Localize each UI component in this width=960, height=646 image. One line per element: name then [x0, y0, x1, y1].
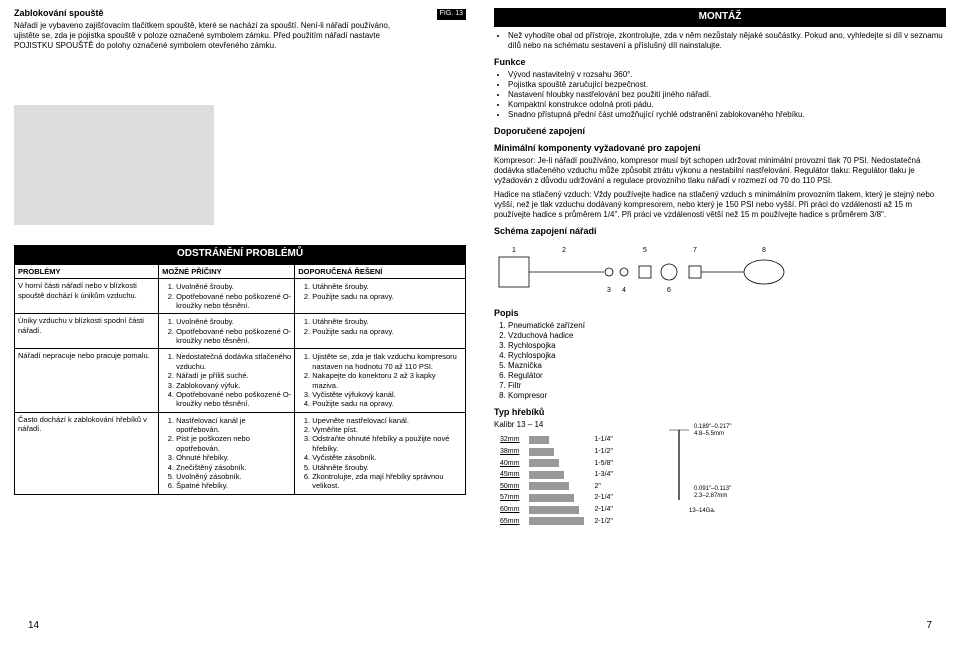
tool-photo [14, 105, 214, 225]
nail-in: 1-5/8" [590, 459, 616, 469]
nail-in: 2-1/4" [590, 506, 616, 516]
nail-in: 2" [590, 482, 616, 492]
montaz-header: MONTÁŽ [494, 8, 946, 27]
funkce-item: Kompaktní konstrukce odolná proti pádu. [508, 100, 946, 110]
funkce-header: Funkce [494, 57, 946, 68]
nail-in: 1-1/4" [590, 436, 616, 446]
table-row-causes: Nastřelovací kanál je opotřebován.Píst j… [159, 412, 295, 494]
nail-mm: 45mm [496, 471, 523, 481]
nail-bar [525, 459, 588, 469]
nail-bar [525, 517, 588, 527]
svg-text:2.3–2.87mm: 2.3–2.87mm [694, 493, 727, 499]
lock-title: Zablokování spouště [14, 8, 406, 19]
svg-text:5: 5 [643, 247, 647, 254]
typ-header: Typ hřebíků [494, 407, 946, 418]
fig-13-label: FIG. 13 [437, 9, 466, 20]
nail-in: 1-1/2" [590, 448, 616, 458]
popis-item: Filtr [508, 381, 946, 391]
popis-item: Regulátor [508, 371, 946, 381]
nail-mm: 60mm [496, 506, 523, 516]
table-row-causes: Uvolněné šrouby.Opotřebované nebo poškoz… [159, 314, 295, 349]
svg-text:0.189"–0.217": 0.189"–0.217" [694, 424, 732, 430]
table-row-problem: Nářadí nepracuje nebo pracuje pomalu. [15, 349, 159, 412]
page-num-right: 7 [926, 620, 932, 633]
nail-mm: 40mm [496, 459, 523, 469]
nail-mm: 50mm [496, 482, 523, 492]
nail-mm: 38mm [496, 448, 523, 458]
min-para2: Hadice na stlačený vzduch: Vždy používej… [494, 190, 946, 220]
schema-header: Schéma zapojení nářadí [494, 226, 946, 237]
svg-text:13–14Ga.: 13–14Ga. [689, 508, 716, 514]
table-row-solutions: Utáhněte šrouby.Použijte sadu na opravy. [295, 314, 466, 349]
popis-item: Pneumatické zařízení [508, 321, 946, 331]
connection-diagram: 1 2 3 4 5 6 7 8 [494, 242, 794, 302]
troubleshoot-table: PROBLÉMY MOŽNÉ PŘÍČINY DOPORUČENÁ ŘEŠENÍ… [14, 264, 466, 495]
zapojeni-header: Doporučené zapojení [494, 126, 946, 137]
svg-text:2: 2 [562, 247, 566, 254]
svg-text:4: 4 [622, 287, 626, 294]
funkce-item: Nastavení hloubky nastřelování bez použi… [508, 90, 946, 100]
table-row-solutions: Ujistěte se, zda je tlak vzduchu kompres… [295, 349, 466, 412]
popis-item: Rychlospojka [508, 341, 946, 351]
svg-text:4.8–5.5mm: 4.8–5.5mm [694, 431, 724, 437]
popis-item: Maznička [508, 361, 946, 371]
th-solutions: DOPORUČENÁ ŘEŠENÍ [295, 264, 466, 278]
table-row-causes: Nedostatečná dodávka stlačeného vzduchu.… [159, 349, 295, 412]
popis-item: Kompresor [508, 391, 946, 401]
popis-item: Vzduchová hadice [508, 331, 946, 341]
nail-head-diagram: 0.189"–0.217" 4.8–5.5mm 0.091"–0.113" 2.… [639, 420, 759, 523]
svg-text:3: 3 [607, 287, 611, 294]
popis-header: Popis [494, 308, 946, 319]
funkce-item: Snadno přístupná přední část umožňující … [508, 110, 946, 120]
nail-bar [525, 494, 588, 504]
popis-list: Pneumatické zařízeníVzduchová hadiceRych… [494, 321, 946, 401]
min-header: Minimální komponenty vyžadované pro zapo… [494, 143, 946, 154]
nail-bar [525, 471, 588, 481]
nail-in: 2-1/2" [590, 517, 616, 527]
nail-mm: 32mm [496, 436, 523, 446]
funkce-list: Vývod nastavitelný v rozsahu 360°.Pojist… [494, 70, 946, 120]
nail-bar [525, 506, 588, 516]
lock-para: Nářadí je vybaveno zajišťovacím tlačítke… [14, 21, 406, 51]
nail-bar [525, 482, 588, 492]
svg-text:8: 8 [762, 247, 766, 254]
funkce-item: Pojistka spouště zaručující bezpečnost. [508, 80, 946, 90]
troubleshoot-header: ODSTRÁNĚNÍ PROBLÉMŮ [14, 245, 466, 264]
svg-text:0.091"–0.113": 0.091"–0.113" [694, 486, 731, 492]
nail-mm: 65mm [496, 517, 523, 527]
table-row-problem: Úniky vzduchu v blízkosti spodní části n… [15, 314, 159, 349]
nail-size-table: 32mm 1-1/4" 38mm 1-1/2" 40mm 1-5/8" 45mm 1-3/4"… [494, 434, 619, 529]
page-num-left: 14 [28, 620, 39, 633]
nail-bar [525, 436, 588, 446]
svg-text:1: 1 [512, 247, 516, 254]
kalibr: Kalibr 13 – 14 [494, 420, 619, 430]
table-row-problem: Často dochází k zablokování hřebíků v ná… [15, 412, 159, 494]
min-para: Kompresor: Je-li nářadí používáno, kompr… [494, 156, 946, 186]
nail-in: 1-3/4" [590, 471, 616, 481]
svg-text:7: 7 [693, 247, 697, 254]
table-row-problem: V horní části nářadí nebo v blízkosti sp… [15, 279, 159, 314]
intro-bullet: Než vyhodíte obal od přístroje, zkontrol… [508, 31, 946, 51]
th-problems: PROBLÉMY [15, 264, 159, 278]
th-causes: MOŽNÉ PŘÍČINY [159, 264, 295, 278]
table-row-solutions: Upevněte nastřelovací kanál.Vyměňte píst… [295, 412, 466, 494]
nail-in: 2-1/4" [590, 494, 616, 504]
funkce-item: Vývod nastavitelný v rozsahu 360°. [508, 70, 946, 80]
popis-item: Rychlospojka [508, 351, 946, 361]
nail-mm: 57mm [496, 494, 523, 504]
nail-bar [525, 448, 588, 458]
table-row-causes: Uvolněné šrouby.Opotřebované nebo poškoz… [159, 279, 295, 314]
table-row-solutions: Utáhněte šrouby.Použijte sadu na opravy. [295, 279, 466, 314]
svg-text:6: 6 [667, 287, 671, 294]
